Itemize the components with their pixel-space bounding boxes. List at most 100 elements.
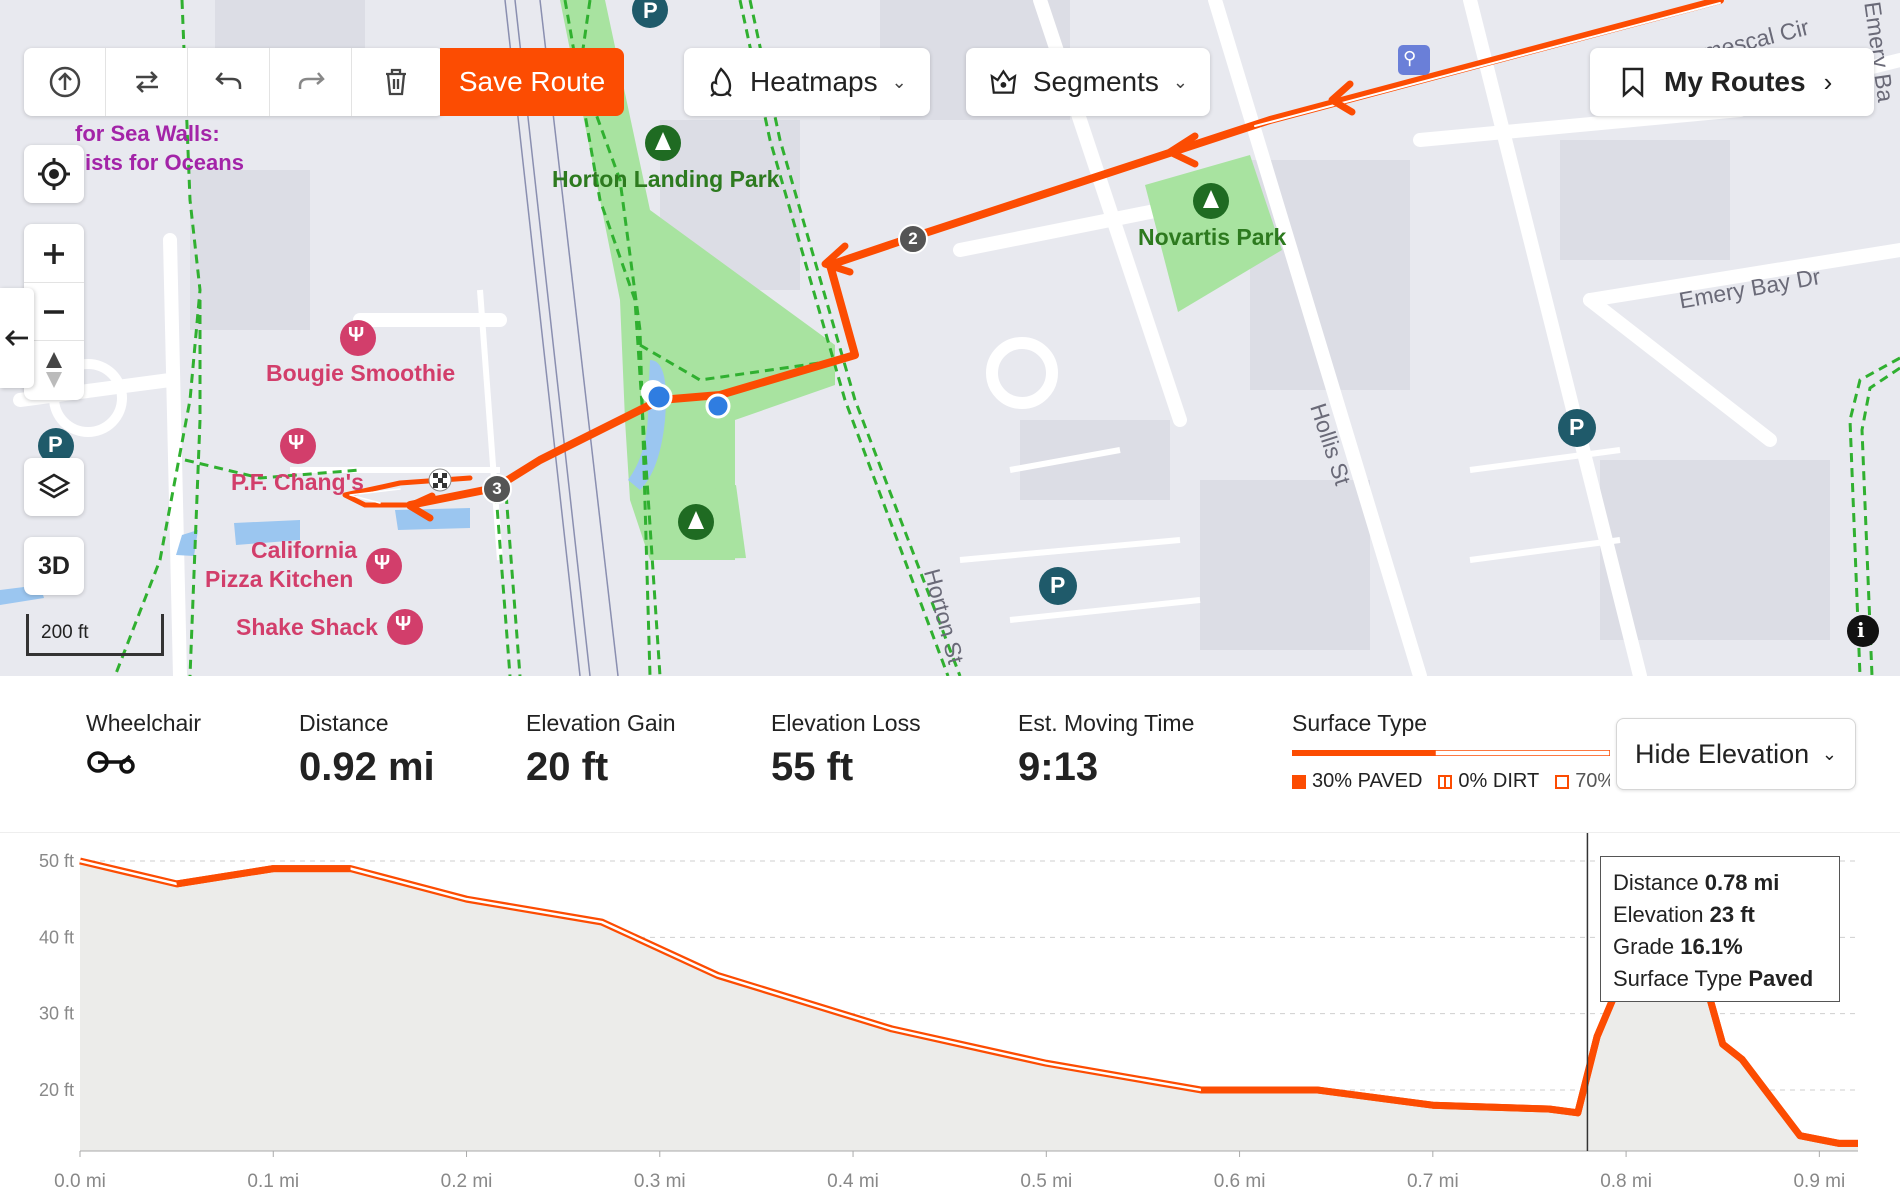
y-tick-label: 40 ft — [39, 927, 74, 947]
elevation-profile-svg: 20 ft 30 ft 40 ft 50 ft 0.0 mi 0.1 mi 0.2 mi 0.… — [39, 833, 1858, 1192]
x-tick-label: 0.6 mi — [1214, 1171, 1266, 1192]
elevation-area — [80, 861, 1858, 1151]
save-route-button[interactable]: Save Route — [440, 48, 624, 116]
redo-button[interactable] — [270, 48, 352, 116]
y-tick-label: 30 ft — [39, 1004, 74, 1024]
my-routes-label: My Routes — [1664, 66, 1806, 97]
x-tick-label: 0.2 mi — [441, 1171, 493, 1192]
reverse-icon — [135, 71, 158, 93]
crosshair-icon — [38, 158, 70, 190]
x-tick-label: 0.1 mi — [247, 1171, 299, 1192]
upload-icon — [49, 66, 80, 98]
stat-distance: Distance 0.92 mi — [299, 710, 435, 790]
elevation-gain-label: Elevation Gain — [526, 710, 676, 736]
reverse-route-button[interactable] — [106, 48, 188, 116]
heatmap-icon — [710, 67, 732, 97]
y-tick-label: 50 ft — [39, 851, 74, 871]
elevation-loss-value: 55 ft — [771, 745, 854, 789]
layers-icon — [37, 473, 71, 499]
poi-label: Pizza Kitchen — [205, 566, 354, 592]
poi-label: California — [251, 537, 358, 563]
park-label: Novartis Park — [1138, 224, 1287, 250]
elevation-line-paved — [176, 865, 351, 888]
surface-type-label: Surface Type — [1292, 710, 1428, 736]
hide-elevation-button[interactable]: Hide Elevation ⌄ — [1616, 718, 1856, 790]
x-tick-label: 0.0 mi — [54, 1171, 106, 1192]
stat-mode: Wheelchair — [86, 710, 201, 782]
collapse-panel-button[interactable] — [0, 288, 34, 388]
compass-icon — [46, 352, 62, 388]
restaurant-icon: Ψ — [288, 432, 305, 454]
poi-label: Bougie Smoothie — [266, 360, 456, 386]
arrow-left-icon — [5, 330, 28, 346]
y-tick-label: 20 ft — [39, 1080, 74, 1100]
stat-elevation-gain: Elevation Gain 20 ft — [526, 710, 676, 790]
plus-icon — [44, 243, 64, 264]
waypoint-marker[interactable]: 2 — [898, 224, 928, 254]
heatmaps-label: Heatmaps — [750, 66, 878, 97]
segments-dropdown[interactable]: Segments ⌄ — [966, 48, 1210, 116]
surface-legend: 30% PAVED 0% DIRT 70% — [1292, 770, 1610, 793]
tooltip-surface: Surface Type Paved — [1613, 966, 1814, 991]
x-tick-label: 0.8 mi — [1600, 1171, 1652, 1192]
legend-paved: 30% PAVED — [1292, 770, 1422, 793]
tooltip-distance: Distance 0.78 mi — [1613, 870, 1780, 895]
x-tick-label: 0.3 mi — [634, 1171, 686, 1192]
moving-time-value: 9:13 — [1018, 745, 1099, 789]
parking-icon: P — [1050, 572, 1066, 598]
locate-button[interactable] — [24, 145, 84, 203]
x-tick-label: 0.9 mi — [1793, 1171, 1845, 1192]
distance-value: 0.92 mi — [299, 745, 435, 789]
bookmark-icon — [1622, 67, 1644, 98]
map-label: ists for Oceans — [85, 150, 244, 175]
stat-surface-type: Surface Type — [1292, 710, 1427, 737]
moving-time-label: Est. Moving Time — [1018, 710, 1195, 736]
undo-icon — [214, 72, 241, 89]
stat-elevation-loss: Elevation Loss 55 ft — [771, 710, 921, 790]
x-tick-label: 0.5 mi — [1020, 1171, 1072, 1192]
stat-moving-time: Est. Moving Time 9:13 — [1018, 710, 1194, 790]
elevation-chart[interactable]: 20 ft 30 ft 40 ft 50 ft 0.0 mi 0.1 mi 0.2 mi 0.… — [0, 832, 1900, 1202]
map-scale: 200 ft — [26, 614, 164, 656]
my-routes-button[interactable]: My Routes › — [1590, 48, 1874, 116]
segments-icon — [990, 69, 1017, 94]
parking-icon: P — [1569, 414, 1585, 440]
minus-icon — [44, 309, 64, 314]
upload-button[interactable] — [24, 48, 106, 116]
elevation-tooltip: Distance 0.78 mi Elevation 23 ft Grade 1… — [1600, 856, 1840, 1002]
compass-button[interactable] — [24, 341, 84, 399]
elevation-gain-value: 20 ft — [526, 745, 609, 789]
map-canvas[interactable]: P P P P ⚲ i Ψ Ψ Ψ Ψ for Sea Walls: ists … — [0, 0, 1900, 676]
distance-label: Distance — [299, 710, 389, 736]
segments-label: Segments — [1032, 66, 1159, 97]
redo-icon — [298, 72, 325, 89]
3d-toggle-button[interactable]: 3D — [24, 537, 84, 595]
delete-button[interactable] — [352, 48, 440, 116]
chevron-down-icon: ⌄ — [1172, 71, 1188, 92]
hide-elevation-label: Hide Elevation — [1635, 738, 1810, 769]
info-icon[interactable]: i — [1857, 618, 1865, 642]
parking-icon: P — [48, 432, 63, 457]
restaurant-icon: Ψ — [374, 552, 391, 574]
chevron-down-icon: ⌄ — [891, 71, 907, 92]
undo-button[interactable] — [188, 48, 270, 116]
poi-label: P.F. Chang's — [231, 469, 364, 495]
tooltip-grade: Grade 16.1% — [1613, 934, 1743, 959]
mode-label: Wheelchair — [86, 710, 202, 736]
zoom-out-button[interactable] — [24, 283, 84, 341]
layers-button[interactable] — [24, 458, 84, 516]
wheelchair-icon — [87, 751, 135, 774]
zoom-control — [24, 224, 84, 400]
x-tick-label: 0.4 mi — [827, 1171, 879, 1192]
heatmaps-dropdown[interactable]: Heatmaps ⌄ — [684, 48, 930, 116]
poi-label: Shake Shack — [236, 614, 378, 640]
map-label: for Sea Walls: — [75, 121, 220, 146]
zoom-in-button[interactable] — [24, 225, 84, 283]
restaurant-icon: Ψ — [395, 613, 412, 635]
bike-share-icon: ⚲ — [1403, 48, 1417, 68]
chevron-right-icon: › — [1823, 66, 1833, 97]
legend-unknown: 70% — [1555, 770, 1610, 793]
trash-icon — [386, 68, 406, 96]
x-tick-label: 0.7 mi — [1407, 1171, 1459, 1192]
waypoint-marker[interactable]: 3 — [482, 474, 512, 504]
